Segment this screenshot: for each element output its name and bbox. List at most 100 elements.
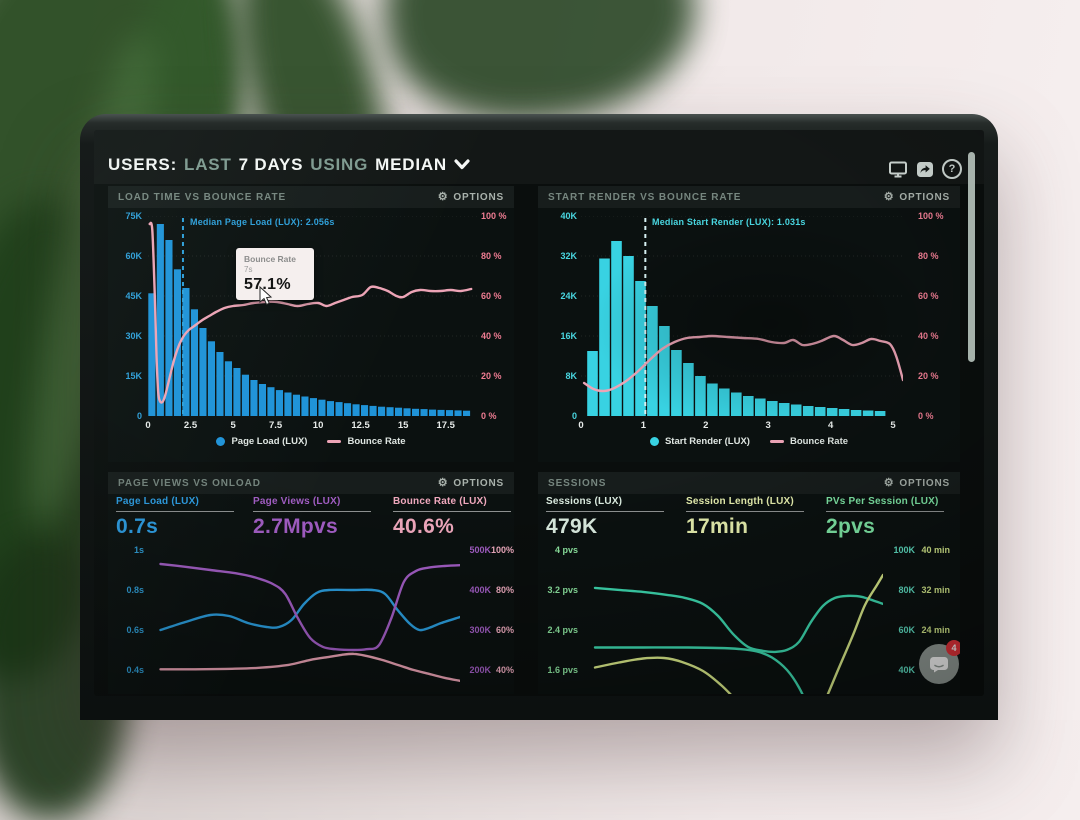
axis-tick-label: 40 %: [918, 331, 939, 341]
series-dot-icon: [216, 437, 226, 446]
chevron-down-icon: [454, 155, 470, 175]
axis-tick-label: 80 %: [918, 251, 939, 261]
metric-pvs-per-session: PVs Per Session (LUX) 2pvs: [826, 496, 956, 539]
axis-tick-label: 0.8s: [126, 585, 144, 596]
axis-tick-label: 15: [397, 420, 409, 431]
tooltip-title: Bounce Rate: [244, 254, 296, 264]
axis-tick-label: 100 %: [918, 211, 944, 221]
divider: [826, 511, 944, 512]
users-range-dropdown[interactable]: USERS: LAST 7 DAYS USING MEDIAN: [108, 155, 470, 175]
axis-tick-label: 0.6s: [126, 625, 144, 635]
divider: [546, 511, 664, 512]
axis-tick-label: 12.5: [351, 420, 370, 431]
axis-tick-label: 1: [640, 420, 647, 431]
display-icon[interactable]: [888, 160, 908, 178]
axis-tick-label: 2.4 pvs: [547, 625, 578, 635]
axis-tick-label: 1.6 pvs: [547, 664, 578, 675]
options-button[interactable]: ⚙ OPTIONS: [883, 477, 950, 489]
divider: [253, 511, 371, 512]
axis-tick-label: 75K: [125, 211, 142, 221]
axis-tick-label: 4: [827, 420, 834, 431]
panel-header: PAGE VIEWS VS ONLOAD ⚙ OPTIONS: [108, 472, 514, 494]
legend-item[interactable]: Bounce Rate: [327, 436, 406, 447]
axis-tick-label: 80 %: [481, 251, 502, 261]
panel-load-time: LOAD TIME VS BOUNCE RATE ⚙ OPTIONS Median…: [108, 186, 514, 462]
axis-tick-label: 3.2 pvs: [547, 585, 578, 596]
axis-tick-label: 8K: [565, 371, 577, 381]
axis-tick-label: 40K: [560, 211, 577, 221]
panel-title: PAGE VIEWS VS ONLOAD: [118, 477, 261, 489]
axis-tick-label: 30K: [125, 331, 142, 341]
panel-header: START RENDER VS BOUNCE RATE ⚙ OPTIONS: [538, 186, 960, 208]
options-button[interactable]: ⚙ OPTIONS: [883, 191, 950, 203]
metric-bounce-rate: Bounce Rate (LUX) 40.6%: [393, 496, 514, 539]
metric-page-load: Page Load (LUX) 0.7s: [116, 496, 246, 539]
axis-tick-label: 5: [230, 420, 236, 431]
axis-tick-label: 60K: [125, 251, 142, 261]
metric-page-views: Page Views (LUX) 2.7Mpvs: [253, 496, 383, 539]
panel-sessions: SESSIONS ⚙ OPTIONS Sessions (LUX) 479K Se…: [538, 472, 960, 694]
load-time-chart-plot[interactable]: [148, 216, 478, 416]
panel-start-render: START RENDER VS BOUNCE RATE ⚙ OPTIONS Med…: [538, 186, 960, 462]
start-render-chart-plot[interactable]: [581, 216, 903, 416]
tooltip: Bounce Rate 7s 57.1%: [236, 248, 314, 300]
axis-tick-label: 4 pvs: [554, 545, 578, 556]
chat-icon: [930, 656, 948, 672]
axis-tick-label: 0.4s: [126, 664, 144, 675]
axis-tick-label: 80%: [495, 584, 514, 595]
metrics-row: Page Load (LUX) 0.7s Page Views (LUX) 2.…: [108, 496, 514, 546]
legend-item[interactable]: Page Load (LUX): [216, 436, 307, 447]
users-label: USERS:: [108, 155, 178, 174]
axis-tick-label: 0 %: [918, 411, 934, 421]
notification-badge: 4: [946, 640, 960, 656]
scrollbar[interactable]: [968, 152, 975, 362]
axis-tick-label: 300K: [469, 625, 491, 635]
sessions-chart-plot[interactable]: [583, 544, 883, 694]
days-label: 7 DAYS: [238, 155, 304, 174]
tooltip-value: 57.1%: [244, 276, 291, 293]
axis-tick-label: 0: [145, 420, 151, 431]
axis-tick-label: 24K: [560, 291, 577, 301]
axis-tick-label: 60 %: [918, 291, 939, 301]
legend-item[interactable]: Bounce Rate: [769, 436, 848, 447]
series-line-icon: [769, 440, 784, 443]
axis-tick-label: 200K: [469, 665, 491, 675]
options-button[interactable]: ⚙ OPTIONS: [437, 191, 504, 203]
share-icon[interactable]: [915, 160, 935, 178]
median-label: MEDIAN: [375, 155, 447, 174]
axis-tick-label: 3: [765, 420, 771, 431]
axis-tick-label: 32 min: [921, 585, 950, 595]
axis-tick-label: 7.5: [268, 420, 283, 431]
axis-tick-label: 2.5: [183, 420, 198, 431]
axis-tick-label: 45K: [125, 291, 142, 301]
help-icon[interactable]: ?: [942, 159, 962, 179]
series-line-icon: [327, 440, 342, 443]
axis-tick-label: 100%: [490, 544, 514, 555]
panel-header: LOAD TIME VS BOUNCE RATE ⚙ OPTIONS: [108, 186, 514, 208]
panel-page-views: PAGE VIEWS VS ONLOAD ⚙ OPTIONS Page Load …: [108, 472, 514, 694]
series-dot-icon: [649, 437, 659, 446]
median-annotation: Median Start Render (LUX): 1.031s: [652, 217, 806, 227]
axis-tick-label: 400K: [469, 585, 491, 595]
median-annotation: Median Page Load (LUX): 2.056s: [190, 217, 335, 227]
axis-tick-label: 40%: [495, 664, 514, 675]
axis-tick-label: 10: [312, 420, 324, 431]
gear-icon: ⚙: [437, 477, 449, 489]
legend-item[interactable]: Start Render (LUX): [649, 436, 750, 447]
axis-tick-label: 500K: [469, 545, 491, 555]
axis-tick-label: 100K: [893, 544, 915, 555]
page-views-chart-plot[interactable]: [148, 544, 460, 694]
legend: Start Render (LUX) Bounce Rate: [538, 436, 960, 447]
metrics-row: Sessions (LUX) 479K Session Length (LUX)…: [538, 496, 960, 546]
axis-tick-label: 20 %: [918, 371, 939, 381]
axis-tick-label: 60K: [898, 624, 915, 635]
axis-tick-label: 20 %: [481, 371, 502, 381]
dashboard-screen: USERS: LAST 7 DAYS USING MEDIAN ?: [94, 130, 984, 696]
options-button[interactable]: ⚙ OPTIONS: [437, 477, 504, 489]
axis-tick-label: 24 min: [921, 625, 950, 635]
chat-bubble-button[interactable]: 4: [919, 640, 960, 684]
axis-tick-label: 16K: [560, 331, 577, 341]
panel-title: START RENDER VS BOUNCE RATE: [548, 191, 742, 203]
axis-tick-label: 80K: [898, 584, 915, 595]
divider: [116, 511, 234, 512]
